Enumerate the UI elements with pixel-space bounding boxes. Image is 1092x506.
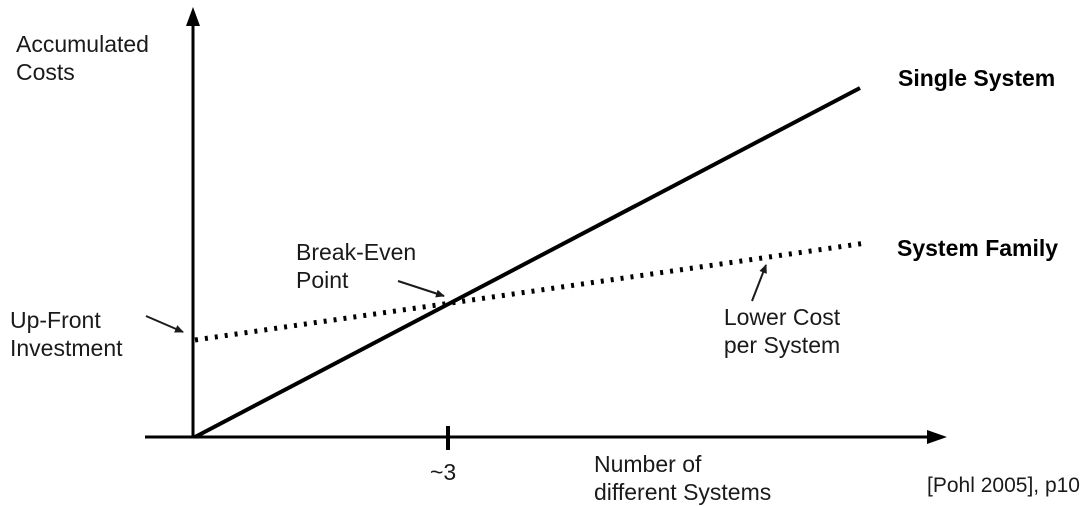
system-family-line <box>194 240 867 343</box>
citation: [Pohl 2005], p10 <box>927 474 1080 497</box>
y-axis-label: Accumulated Costs <box>16 31 149 86</box>
lower-cost-label: Lower Cost per System <box>723 304 841 359</box>
single-system-label: Single System <box>898 65 1056 91</box>
break-even-arrow-icon <box>397 280 445 298</box>
x-axis-label: Number of different Systems <box>594 451 772 506</box>
up-front-arrow-icon <box>145 315 184 333</box>
single-system-line <box>194 86 861 439</box>
x-tick-label: ~3 <box>430 459 457 485</box>
system-family-label: System Family <box>897 235 1059 261</box>
x-axis-arrowhead-icon <box>927 430 947 444</box>
y-axis-arrowhead-icon <box>186 7 200 26</box>
up-front-investment-label: Up-Front Investment <box>10 307 123 362</box>
lower-cost-arrow-icon <box>751 264 767 302</box>
break-even-label: Break-Even Point <box>296 239 417 294</box>
